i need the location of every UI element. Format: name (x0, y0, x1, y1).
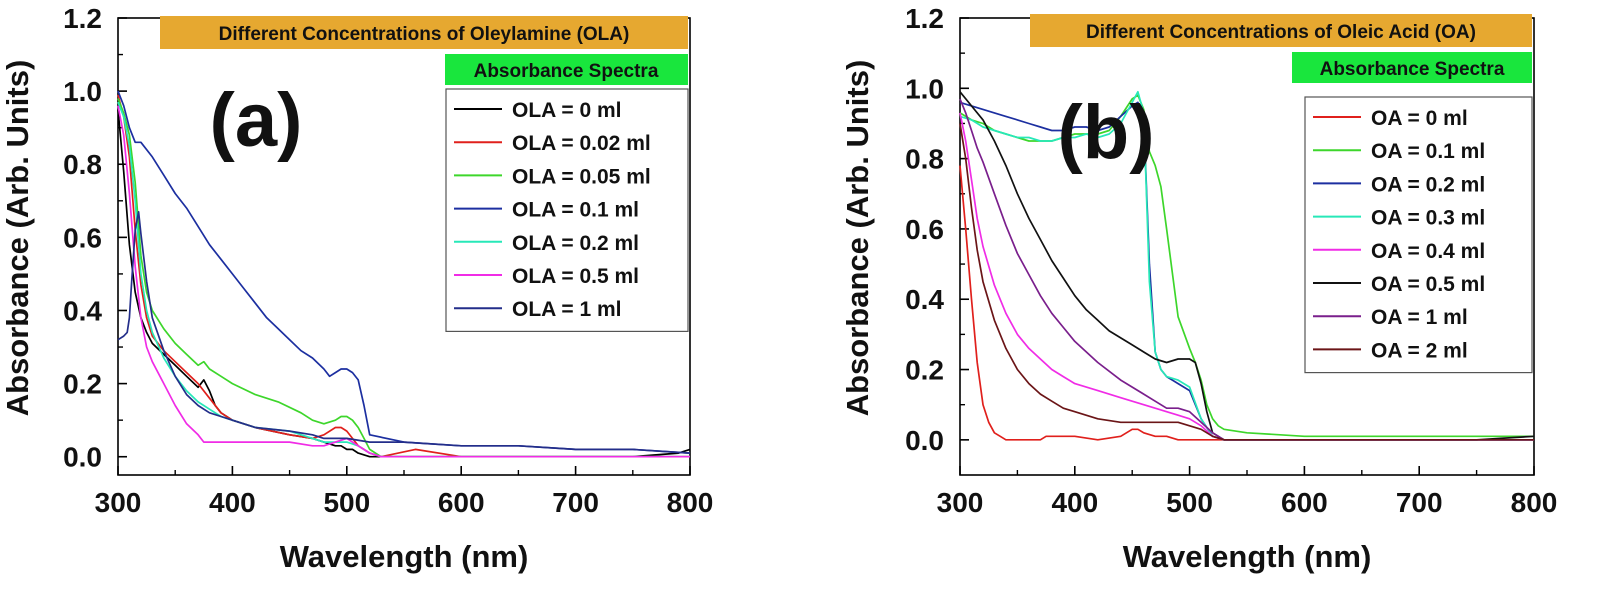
legend-box (445, 88, 689, 332)
y-tick-label: 0.6 (905, 214, 944, 245)
legend-entry: OLA = 0.02 ml (512, 132, 651, 155)
banner-bottom-b (1292, 52, 1532, 83)
y-tick-label: 0.2 (63, 369, 102, 400)
y-tick-label: 0.6 (63, 222, 102, 253)
x-tick-label: 400 (1051, 487, 1098, 518)
x-tick-label: 300 (95, 487, 142, 518)
banner-top-b (1030, 14, 1532, 47)
y-tick-label: 1.2 (905, 3, 944, 34)
y-axis-title-b: Absorbance (Arb. Units) (840, 60, 875, 417)
axes-ticks-b: 300 400 500 600 700 800 0.0 0.2 0.4 0.6 0.8 1.0 1.2 (905, 3, 1557, 518)
series-lines-b (959, 90, 1535, 441)
legend-entry: OA = 0.5 ml (1371, 273, 1485, 296)
banner-bottom-text-a: Absorbance Spectra (474, 61, 659, 82)
series-line-a-1 (117, 94, 690, 458)
legend-entry: OLA = 0 ml (512, 99, 622, 122)
y-tick-label: 0.8 (63, 149, 102, 180)
y-tick-label: 1.0 (905, 73, 944, 104)
y-tick-label: 0.4 (63, 295, 102, 326)
legend-entry: OA = 0 ml (1371, 107, 1468, 130)
series-line-a-6 (117, 210, 691, 454)
legend-entry: OLA = 0.2 ml (512, 232, 639, 255)
legend-entry: OLA = 0.5 ml (512, 265, 639, 288)
banner-top-text-a: Different Concentrations of Oleylamine (… (219, 24, 630, 45)
banner-bottom-text-b: Absorbance Spectra (1320, 59, 1505, 80)
legend-entry: OA = 2 ml (1371, 339, 1468, 362)
series-line-b-1 (959, 94, 1534, 438)
legend-entry: OA = 0.1 ml (1371, 140, 1485, 163)
x-tick-label: 800 (1511, 487, 1558, 518)
banner-top-text-b: Different Concentrations of Oleic Acid (… (1086, 22, 1476, 43)
y-axis-title-a: Absorbance (Arb. Units) (0, 60, 35, 417)
panel-b: 300 400 500 600 700 8000.00.20.40.60.81.01.2 … (840, 3, 1557, 574)
y-tick-label: 0.0 (63, 442, 102, 473)
legend-a: OLA = 0 ml OLA = 0.02 ml OLA = 0.05 ml OLA … (445, 88, 689, 332)
legend-b: OA = 0 ml OA = 0.1 ml OA = 0.2 ml OA = 0.3 … (1304, 96, 1533, 374)
legend-entry: OA = 1 ml (1371, 306, 1468, 329)
x-tick-label: 300 (937, 487, 984, 518)
y-tick-label: 1.0 (63, 76, 102, 107)
y-tick-label: 0.8 (905, 144, 944, 175)
x-tick-label: 700 (1396, 487, 1443, 518)
legend-entry: OA = 0.3 ml (1371, 207, 1485, 230)
banner-top-a (160, 16, 688, 49)
x-tick-label: 500 (323, 487, 370, 518)
legend-entry: OLA = 0.05 ml (512, 165, 651, 188)
y-tick-label: 0.0 (905, 425, 944, 456)
legend-entry: OLA = 0.1 ml (512, 199, 639, 222)
x-tick-label: 800 (667, 487, 714, 518)
banner-bottom-a (445, 54, 688, 85)
x-axis-title-a: Wavelength (nm) (280, 539, 529, 574)
legend-entry: OA = 0.2 ml (1371, 173, 1485, 196)
x-axis-title-b: Wavelength (nm) (1123, 539, 1372, 574)
x-tick-label: 700 (552, 487, 599, 518)
x-tick-label: 500 (1166, 487, 1213, 518)
y-tick-label: 0.2 (905, 355, 944, 386)
series-line-a-3 (117, 90, 691, 454)
legend-box (1304, 96, 1533, 374)
panel-a: 300 400 500 600 700 8000.00.20.40.60.81.01.2 … (0, 3, 713, 574)
series-line-a-5 (117, 105, 690, 458)
x-tick-label: 600 (438, 487, 485, 518)
panel-label-b: (b) (1057, 90, 1154, 175)
series-lines-a (117, 90, 691, 458)
series-line-b-7 (959, 123, 1534, 441)
x-tick-label: 600 (1281, 487, 1328, 518)
y-tick-label: 1.2 (63, 3, 102, 34)
axes-ticks-a: 300 400 500 600 700 800 0.0 0.2 0.4 0.6 0.8 1.0 1.2 (63, 3, 713, 518)
panel-label-a: (a) (210, 78, 303, 163)
legend-entry: OA = 0.4 ml (1371, 240, 1485, 263)
x-tick-label: 400 (209, 487, 256, 518)
y-tick-label: 0.4 (905, 284, 944, 315)
legend-entry: OLA = 1 ml (512, 298, 622, 321)
